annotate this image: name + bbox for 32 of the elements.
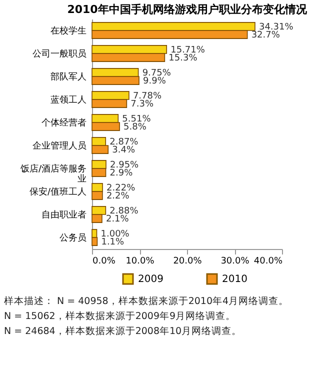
data-label: 2.9% <box>110 168 134 179</box>
x-tick-label: 0.0% <box>92 256 116 266</box>
data-label: 32.7% <box>251 30 280 41</box>
chart-title: 2010年中国手机网络游戏用户职业分布变化情况 <box>67 3 308 16</box>
y-tick-label: 企业管理人员 <box>32 140 86 152</box>
data-label: 2.88% <box>110 206 139 216</box>
y-tick-label: 在校学生 <box>50 26 86 36</box>
text: N = 24684，样本数据来源于2008年10月网络调查。 <box>4 325 242 337</box>
data-label: 15.3% <box>168 54 198 64</box>
data-label: 2.1% <box>106 214 130 225</box>
text: N = 15062，样本数据来源于2009年9月网络调查。 <box>4 310 236 322</box>
y-tick-label: 饭店/酒店等服务业 <box>19 164 86 184</box>
x-tick-label: 30.0% <box>220 256 250 266</box>
y-tick-label: 保安/值班工人 <box>29 186 86 198</box>
data-label: 2.2% <box>106 192 130 202</box>
legend-label: 2009 <box>138 274 164 285</box>
y-tick-label: 公司一般职员 <box>32 48 86 60</box>
data-label: 3.4% <box>112 146 136 156</box>
text: 样本描述： N = 40958，样本数据来源于2010年4月网络调查。 <box>4 295 289 307</box>
y-tick-label: 自由职业者 <box>42 210 86 220</box>
y-tick-label: 蓝领工人 <box>50 94 86 106</box>
data-label: 5.8% <box>124 122 147 133</box>
data-label: 7.3% <box>130 100 154 110</box>
legend-label: 2010 <box>222 274 248 285</box>
y-tick-label: 公务员 <box>60 232 86 244</box>
x-tick-label: 10.0% <box>126 256 155 266</box>
y-tick-label: 个体经营者 <box>42 118 86 128</box>
x-tick-label: 20.0% <box>173 256 202 266</box>
y-tick-label: 部队军人 <box>50 72 86 82</box>
x-tick-label: 40.0% <box>254 256 283 266</box>
data-label: 9.9% <box>143 76 166 87</box>
data-label: 1.1% <box>101 238 125 248</box>
